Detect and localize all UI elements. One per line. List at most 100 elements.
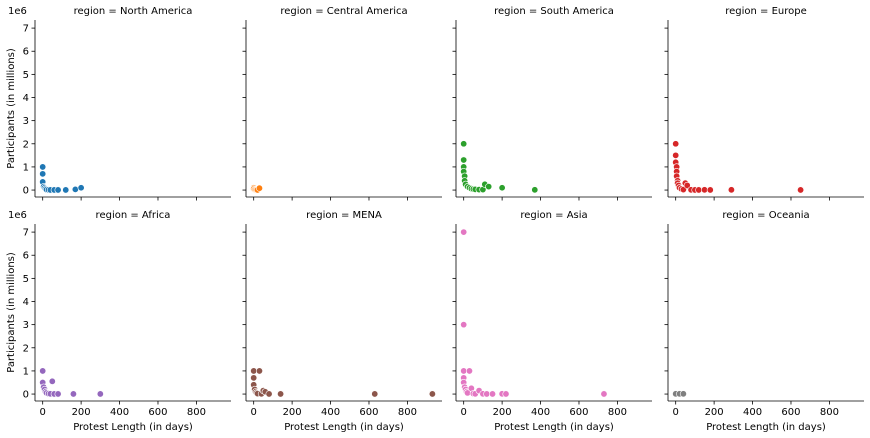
scatter-point (48, 377, 56, 385)
facet-title: region = Africa (96, 210, 171, 221)
scatter-point (489, 390, 497, 398)
x-tick-label: 0 (39, 407, 45, 418)
facet-panel: region = Asia 0 200 400 600 800 Protest Length… (452, 210, 652, 433)
y-tick-label: 6 (23, 251, 29, 262)
facet-panel: region = Central America (242, 6, 442, 201)
scatter-point (39, 163, 47, 171)
scatter-point (255, 184, 263, 192)
y-tick-label: 5 (23, 70, 29, 81)
facet-title: region = Asia (520, 210, 587, 221)
scatter-point (371, 390, 379, 398)
facet-panel: region = Europe (664, 6, 864, 201)
x-axis-label: Protest Length (in days) (73, 422, 193, 433)
x-tick-label: 400 (531, 407, 550, 418)
scatter-point (701, 186, 709, 194)
y-offset-text: 1e6 (8, 6, 27, 17)
facet-panel: region = MENA 0 200 400 600 800 Protest Length… (242, 210, 442, 433)
y-axis-label: Participants (in millions) (6, 252, 17, 373)
scatter-point (96, 390, 104, 398)
y-axis-label: Participants (in millions) (6, 48, 17, 169)
x-tick-label: 800 (820, 407, 839, 418)
x-tick-label: 800 (398, 407, 417, 418)
x-tick-label: 0 (460, 407, 466, 418)
x-tick-label: 600 (569, 407, 588, 418)
x-tick-label: 0 (250, 407, 256, 418)
y-tick-label: 0 (23, 390, 29, 401)
scatter-point (460, 367, 468, 375)
scatter-point (706, 186, 714, 194)
x-tick-label: 400 (110, 407, 129, 418)
x-tick-label: 0 (672, 407, 678, 418)
x-tick-label: 200 (72, 407, 91, 418)
scatter-point (250, 367, 258, 375)
x-tick-label: 800 (608, 407, 627, 418)
x-tick-label: 600 (781, 407, 800, 418)
y-tick-label: 6 (23, 47, 29, 58)
facet-panel: region = South America (452, 6, 652, 201)
y-tick-label: 7 (23, 24, 29, 35)
scatter-point (460, 140, 468, 148)
x-tick-label: 200 (493, 407, 512, 418)
scatter-point (428, 390, 436, 398)
scatter-point (679, 390, 687, 398)
y-tick-label: 7 (23, 228, 29, 239)
scatter-point (277, 390, 285, 398)
scatter-point (683, 181, 691, 189)
scatter-point (727, 186, 735, 194)
y-tick-label: 0 (23, 186, 29, 197)
scatter-point (531, 186, 539, 194)
scatter-point (465, 367, 473, 375)
scatter-point (54, 186, 62, 194)
scatter-point (255, 367, 263, 375)
y-tick-label: 2 (23, 139, 29, 150)
scatter-point (797, 186, 805, 194)
x-axis-label: Protest Length (in days) (706, 422, 826, 433)
scatter-point (498, 184, 506, 192)
scatter-point (460, 321, 468, 329)
scatter-point (460, 156, 468, 164)
scatter-point (54, 390, 62, 398)
x-tick-label: 200 (705, 407, 724, 418)
y-tick-label: 2 (23, 343, 29, 354)
scatter-point (600, 390, 608, 398)
facet-title: region = South America (494, 6, 614, 17)
y-tick-label: 1 (23, 366, 29, 377)
facet-title: region = Europe (725, 6, 807, 17)
y-tick-label: 3 (23, 320, 29, 331)
scatter-point (62, 186, 70, 194)
facet-title: region = North America (74, 6, 193, 17)
scatter-point (69, 390, 77, 398)
scatter-point (460, 228, 468, 236)
y-tick-label: 5 (23, 274, 29, 285)
x-axis-label: Protest Length (in days) (494, 422, 614, 433)
x-tick-label: 600 (148, 407, 167, 418)
facet-title: region = MENA (306, 210, 382, 221)
x-tick-label: 400 (321, 407, 340, 418)
scatter-point (71, 185, 79, 193)
x-tick-label: 600 (359, 407, 378, 418)
scatter-point (502, 390, 510, 398)
scatter-point (672, 151, 680, 159)
facet-panel: region = Africa 0 1 2 3 4 5 6 7 0 200 400 600 800 1e6 P… (6, 210, 231, 433)
y-tick-label: 1 (23, 162, 29, 173)
scatter-point (77, 184, 85, 192)
facet-grid: region = North America 0 1 2 3 4 5 6 7 1e6 Partici… (6, 6, 864, 433)
y-tick-label: 4 (23, 93, 29, 104)
x-tick-label: 800 (187, 407, 206, 418)
facet-title: region = Oceania (722, 210, 809, 221)
facet-panel: region = Oceania 0 200 400 600 800 Protest Len… (664, 210, 864, 433)
y-offset-text: 1e6 (8, 210, 27, 221)
scatter-point (250, 374, 258, 382)
x-tick-label: 400 (743, 407, 762, 418)
scatter-point (695, 186, 703, 194)
scatter-point (483, 390, 491, 398)
scatter-point (672, 140, 680, 148)
scatter-point (39, 367, 47, 375)
facet-panel: region = North America 0 1 2 3 4 5 6 7 1e6 Partici… (6, 6, 231, 201)
scatter-point (39, 170, 47, 178)
x-axis-label: Protest Length (in days) (284, 422, 404, 433)
facet-title: region = Central America (280, 6, 407, 17)
scatter-point (485, 183, 493, 191)
y-tick-label: 3 (23, 116, 29, 127)
